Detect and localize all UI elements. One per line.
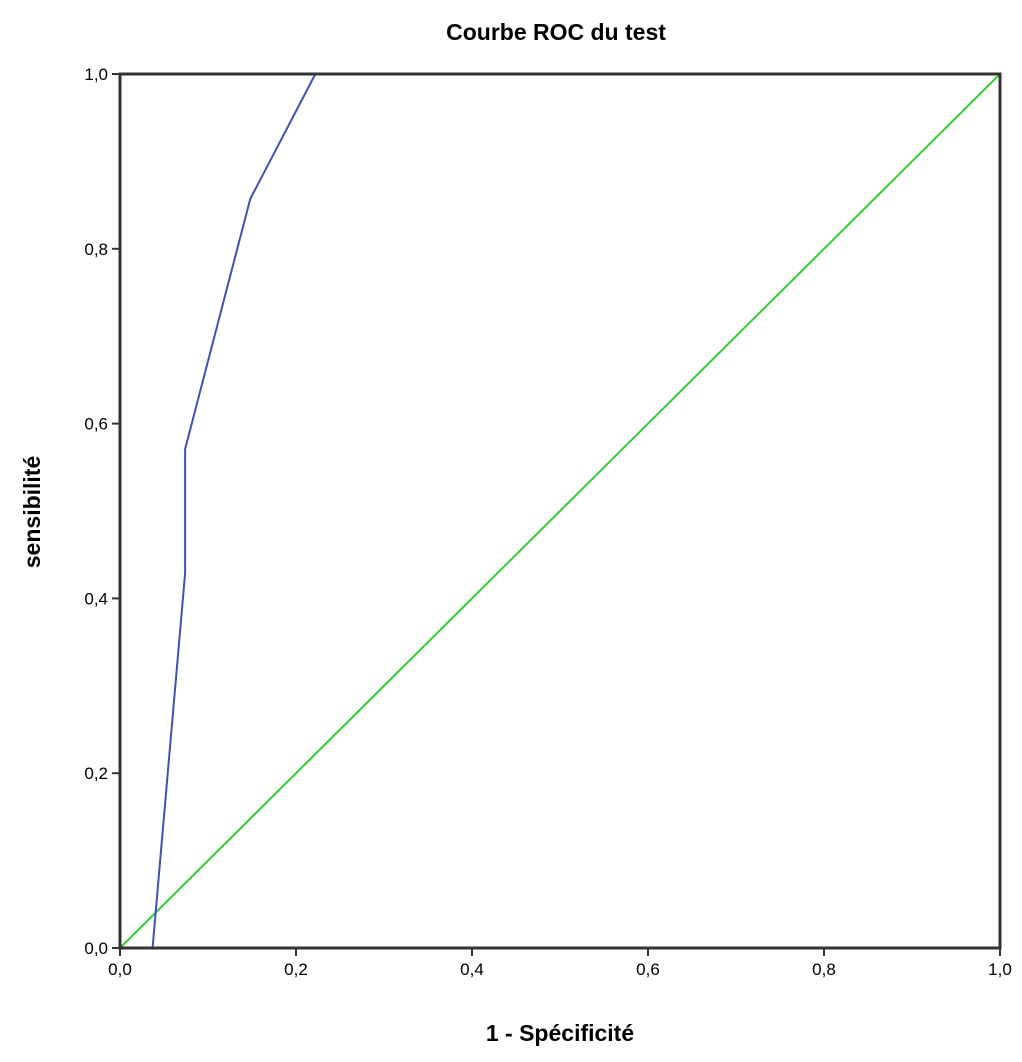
x-tick-label: 0,8	[812, 960, 836, 979]
y-tick-label: 0,4	[84, 589, 108, 608]
reference-diagonal-line	[119, 73, 1001, 949]
x-tick-label: 0,0	[108, 960, 132, 979]
x-tick-label: 0,4	[460, 960, 484, 979]
chart-title: Courbe ROC du test	[446, 19, 666, 45]
x-tick-label: 0,2	[284, 960, 308, 979]
y-tick-label: 0,8	[84, 240, 108, 259]
y-tick-label: 1,0	[84, 65, 108, 84]
y-tick-label: 0,2	[84, 764, 108, 783]
y-tick-label: 0,0	[84, 939, 108, 958]
y-axis-title: sensibilité	[19, 456, 45, 568]
x-tick-label: 1,0	[988, 960, 1012, 979]
x-tick-label: 0,6	[636, 960, 660, 979]
tick-layer: 0,0 0,2 0,4 0,6 0,8 1,0 0,0 0,2 0,4 0,6 0,8 1,0	[84, 65, 1011, 979]
y-tick-label: 0,6	[84, 415, 108, 434]
x-axis-title: 1 - Spécificité	[486, 1020, 634, 1046]
plot-frame	[118, 72, 1002, 950]
